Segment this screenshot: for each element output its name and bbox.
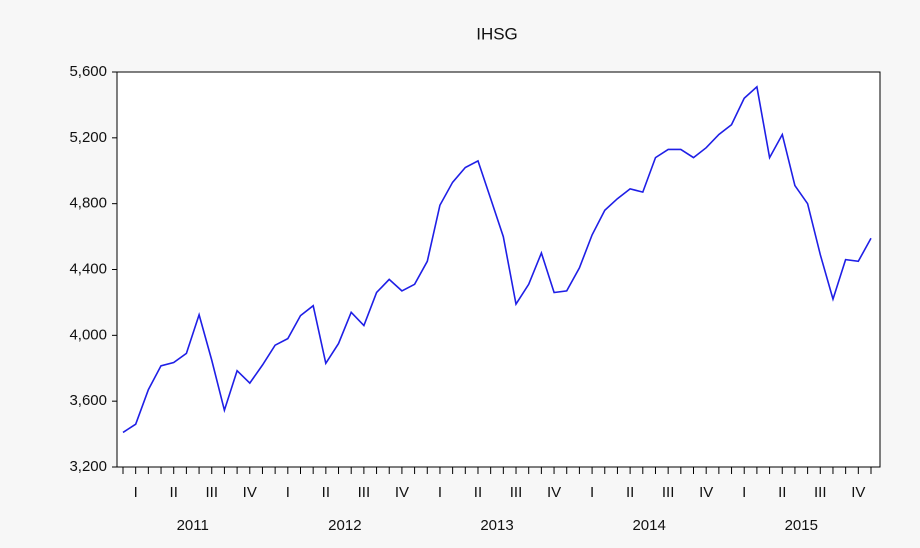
y-tick-label: 3,200 [69, 458, 107, 475]
y-tick-label: 3,600 [69, 392, 107, 409]
quarter-label: IV [699, 484, 713, 501]
y-tick-label: 4,000 [69, 326, 107, 343]
y-tick-label: 4,400 [69, 260, 107, 277]
quarter-label: I [286, 484, 290, 501]
quarter-label: II [170, 484, 178, 501]
quarter-label: III [510, 484, 523, 501]
quarter-label: II [322, 484, 330, 501]
quarter-label: III [358, 484, 371, 501]
quarter-label: III [662, 484, 675, 501]
plot-area [116, 71, 881, 468]
year-label: 2012 [328, 517, 361, 534]
quarter-label: IV [395, 484, 409, 501]
quarter-label: I [134, 484, 138, 501]
year-label: 2013 [480, 517, 513, 534]
quarter-label: II [626, 484, 634, 501]
chart-title: IHSG [476, 24, 518, 43]
year-label: 2011 [177, 517, 209, 534]
quarter-label: II [474, 484, 482, 501]
line-series [122, 85, 872, 434]
quarter-label: II [778, 484, 786, 501]
quarter-label: I [438, 484, 442, 501]
y-tick-label: 5,600 [69, 63, 107, 80]
quarter-label: III [205, 484, 218, 501]
quarter-label: IV [547, 484, 561, 501]
quarter-label: IV [243, 484, 257, 501]
quarter-label: I [742, 484, 746, 501]
year-label: 2014 [632, 517, 665, 534]
quarter-label: III [814, 484, 827, 501]
quarter-label: IV [851, 484, 865, 501]
y-tick-label: 4,800 [69, 195, 107, 212]
y-tick-label: 5,200 [69, 129, 107, 146]
quarter-label: I [590, 484, 594, 501]
year-label: 2015 [785, 517, 818, 534]
